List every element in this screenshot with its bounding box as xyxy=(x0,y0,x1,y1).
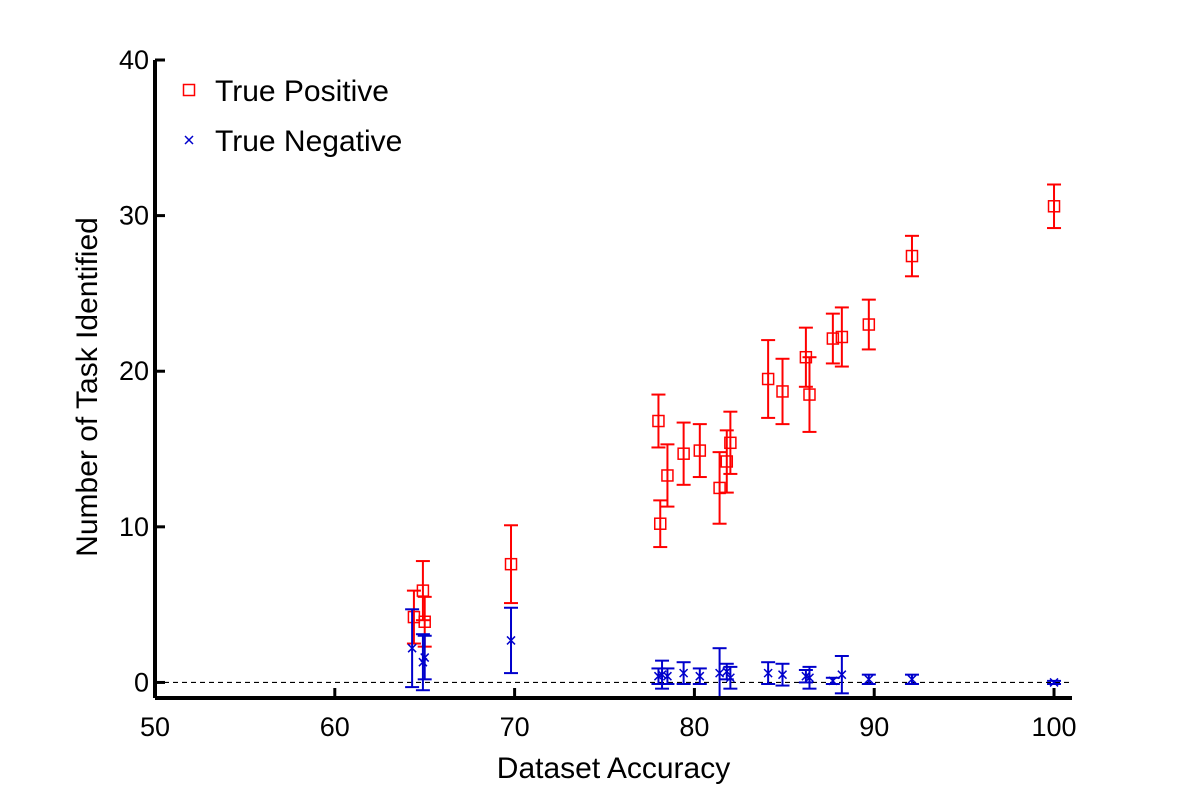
error-bar xyxy=(719,429,734,494)
legend-label-true-positive: True Positive xyxy=(215,75,389,108)
data-point xyxy=(826,332,840,345)
data-point xyxy=(653,517,667,530)
error-bar xyxy=(723,410,738,475)
error-bar xyxy=(861,298,876,351)
legend-symbol xyxy=(182,83,196,97)
data-point xyxy=(661,469,674,482)
data-point xyxy=(835,330,849,344)
x-tick-label: 50 xyxy=(140,712,170,742)
error-bar xyxy=(775,357,790,426)
data-point xyxy=(662,671,672,681)
data-point xyxy=(828,676,838,686)
data-point xyxy=(1047,200,1061,213)
error-bar xyxy=(802,356,817,433)
y-axis-ticks: 0 10 20 30 40 xyxy=(119,45,165,697)
data-point xyxy=(506,635,516,645)
legend-marker-true-negative xyxy=(184,135,194,145)
x-tick-label: 80 xyxy=(679,712,709,742)
y-axis-label: Number of Task Identified xyxy=(71,217,104,557)
y-tick-label: 0 xyxy=(134,667,149,697)
error-bar xyxy=(504,524,519,605)
y-tick-label: 40 xyxy=(119,45,149,75)
error-bar xyxy=(1047,183,1062,230)
error-bar xyxy=(761,339,776,419)
series-layer xyxy=(405,183,1062,699)
data-point xyxy=(695,671,705,681)
x-tick-label: 100 xyxy=(1031,712,1076,742)
series-true-negative xyxy=(405,606,1062,699)
data-point xyxy=(504,557,518,571)
data-point xyxy=(657,670,667,680)
y-tick-label: 10 xyxy=(119,512,149,542)
error-bar xyxy=(904,234,919,278)
error-bar xyxy=(834,306,849,368)
data-point xyxy=(907,674,917,684)
data-point xyxy=(761,372,775,386)
x-tick-label: 60 xyxy=(320,712,350,742)
data-point xyxy=(407,643,417,653)
data-point xyxy=(763,668,773,678)
error-bar xyxy=(653,499,668,549)
error-bar xyxy=(676,421,691,486)
data-point xyxy=(724,436,737,450)
x-axis-ticks: 50 60 70 80 90 100 xyxy=(140,688,1077,742)
data-point xyxy=(679,668,689,678)
legend-label-true-negative: True Negative xyxy=(215,125,402,158)
legend-marker-true-positive xyxy=(182,83,196,97)
data-point xyxy=(677,447,690,460)
data-point xyxy=(715,668,725,678)
data-point xyxy=(693,444,707,457)
x-tick-label: 70 xyxy=(500,712,530,742)
x-tick-label: 90 xyxy=(859,712,889,742)
y-tick-label: 30 xyxy=(119,201,149,231)
error-bar xyxy=(415,560,430,622)
data-point xyxy=(720,455,734,468)
error-bar xyxy=(406,589,421,645)
error-bar xyxy=(651,393,666,449)
error-bar xyxy=(660,443,675,508)
error-bar xyxy=(692,423,707,479)
error-bar xyxy=(825,312,840,365)
data-point xyxy=(725,673,735,683)
axes: 50 60 70 80 90 100 0 10 20 30 40 Dataset Accuracy… xyxy=(71,45,1077,785)
data-point xyxy=(652,414,665,428)
data-point xyxy=(837,670,847,680)
x-axis-label: Dataset Accuracy xyxy=(497,752,730,785)
data-point xyxy=(713,481,726,495)
data-point xyxy=(777,670,788,680)
data-point xyxy=(803,388,816,401)
data-point xyxy=(1049,677,1059,687)
legend: True Positive True Negative xyxy=(182,75,402,158)
data-point xyxy=(905,249,919,263)
data-point xyxy=(862,318,876,331)
data-point xyxy=(776,385,789,398)
data-point xyxy=(864,674,874,684)
data-point xyxy=(420,653,430,663)
error-bar xyxy=(712,451,727,525)
data-point xyxy=(804,673,815,683)
series-true-positive xyxy=(406,183,1062,648)
y-tick-label: 20 xyxy=(119,356,149,386)
data-point xyxy=(418,615,431,629)
legend-symbol xyxy=(184,135,194,145)
